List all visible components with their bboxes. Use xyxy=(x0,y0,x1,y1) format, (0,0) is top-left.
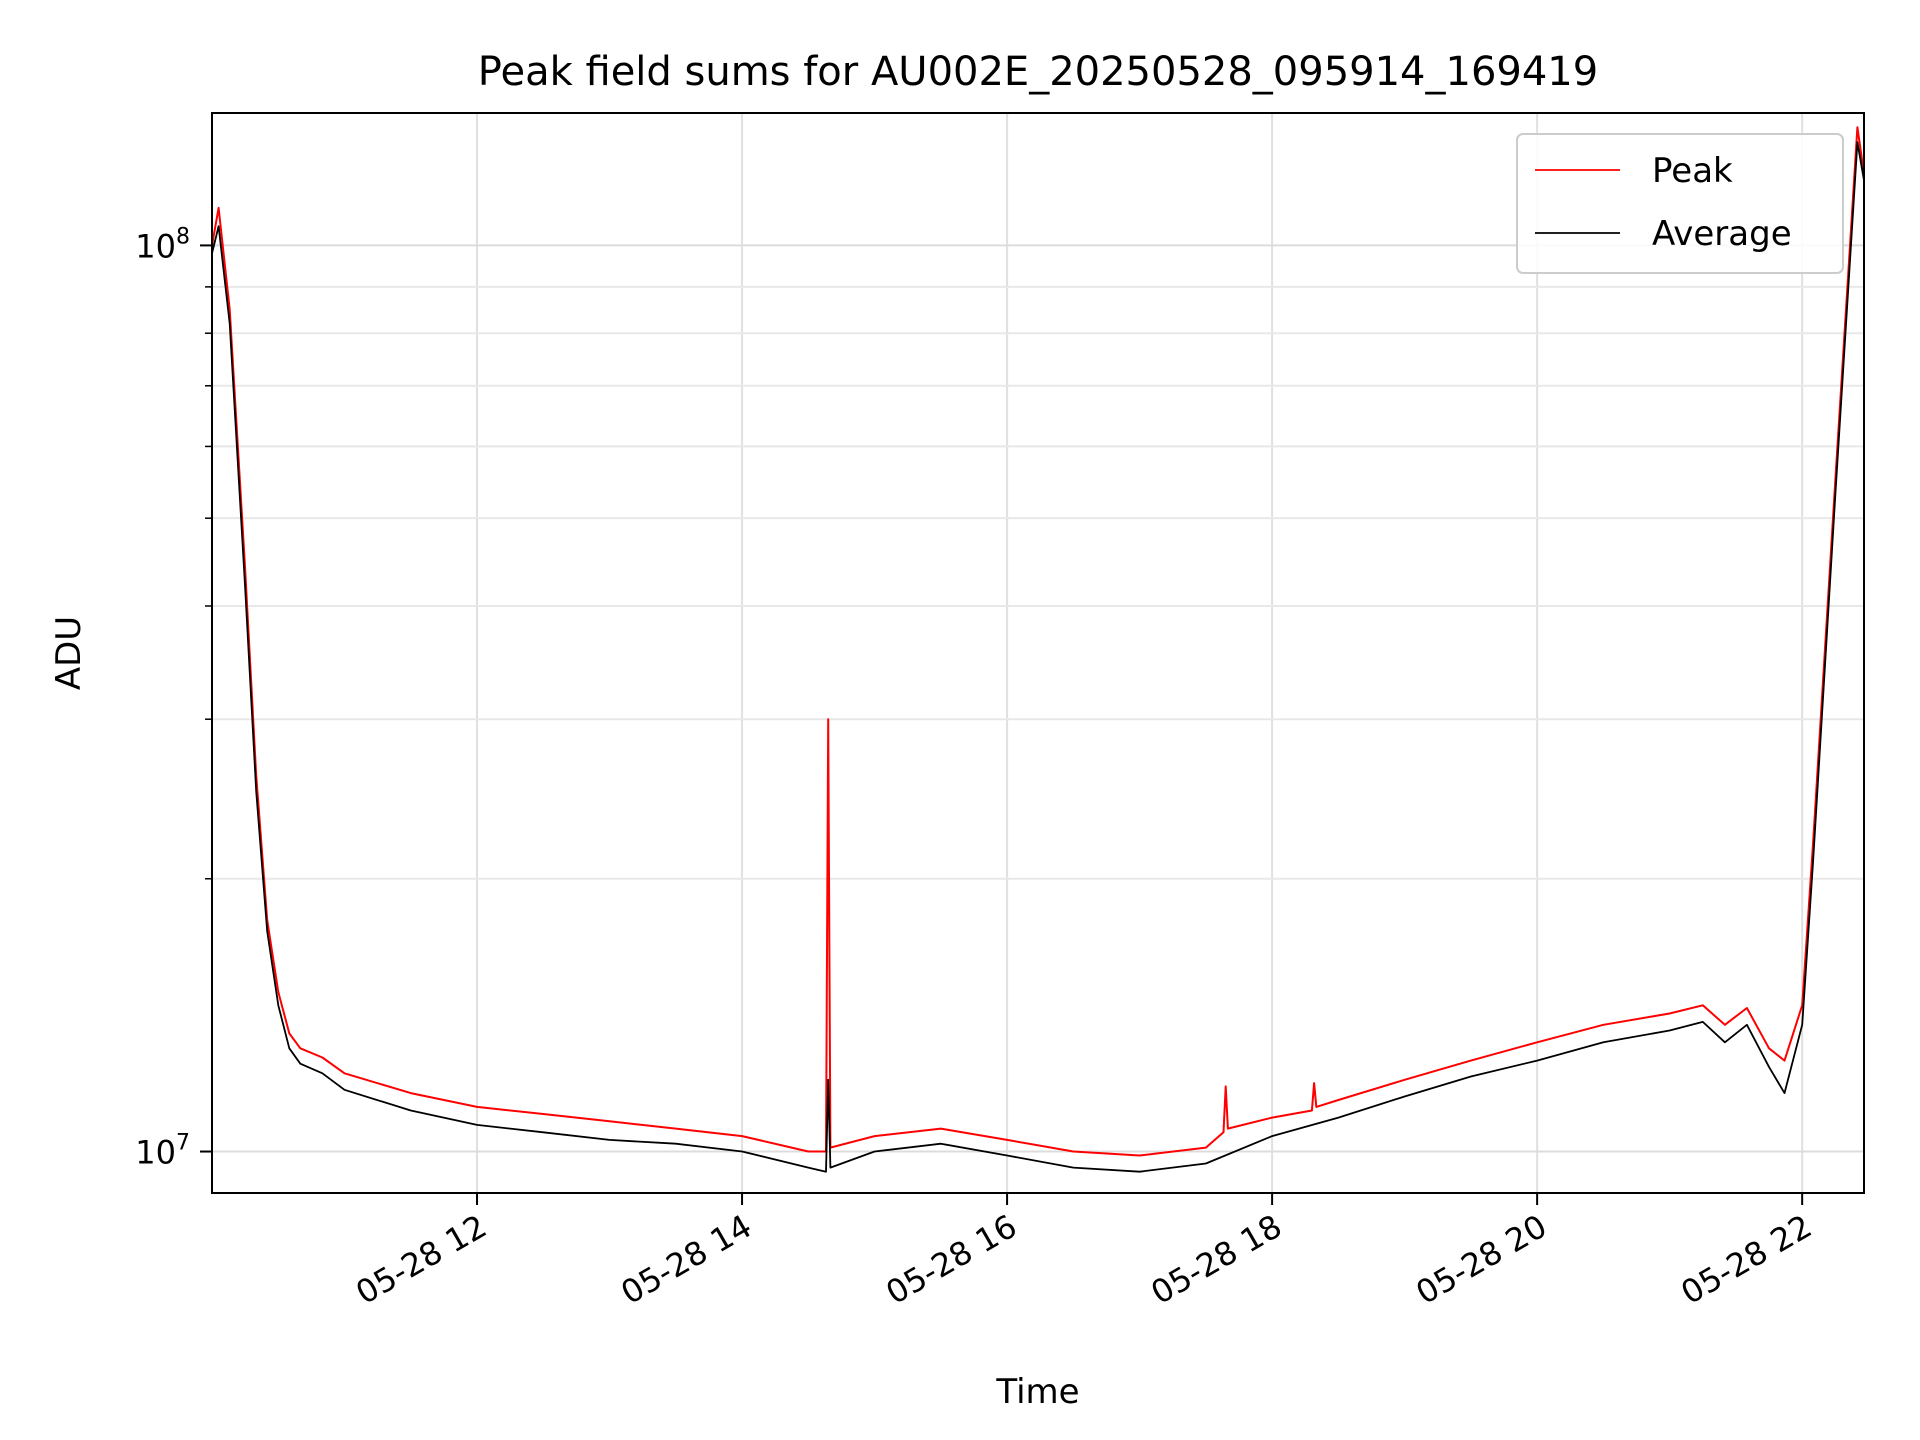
y-tick-label: 108 xyxy=(135,224,190,265)
x-axis-label: Time xyxy=(995,1372,1079,1412)
legend-label-peak: Peak xyxy=(1652,151,1733,191)
chart-title: Peak field sums for AU002E_20250528_0959… xyxy=(478,49,1598,95)
legend: Peak Average xyxy=(1516,133,1844,274)
plot-frame xyxy=(211,112,1865,1194)
series-line-peak xyxy=(211,126,1865,1157)
x-tick-label: 05-28 14 xyxy=(614,1207,758,1312)
y-axis-label: ADU xyxy=(49,616,89,690)
grid xyxy=(212,113,1864,1193)
x-tick-label: 05-28 16 xyxy=(879,1207,1023,1312)
x-axis: 05-28 12 05-28 14 05-28 16 05-28 18 05-28 20… xyxy=(349,1193,1818,1312)
x-tick-label: 05-28 12 xyxy=(349,1207,493,1312)
series-layer xyxy=(211,126,1865,1173)
y-axis: 107 108 xyxy=(135,224,212,1172)
legend-label-average: Average xyxy=(1652,214,1792,254)
x-tick-label: 05-28 20 xyxy=(1410,1207,1554,1312)
y-tick-label: 107 xyxy=(135,1131,190,1172)
series-line-average xyxy=(211,141,1865,1173)
x-tick-label: 05-28 22 xyxy=(1675,1207,1819,1312)
legend-box xyxy=(1516,133,1844,274)
x-tick-label: 05-28 18 xyxy=(1145,1207,1289,1312)
